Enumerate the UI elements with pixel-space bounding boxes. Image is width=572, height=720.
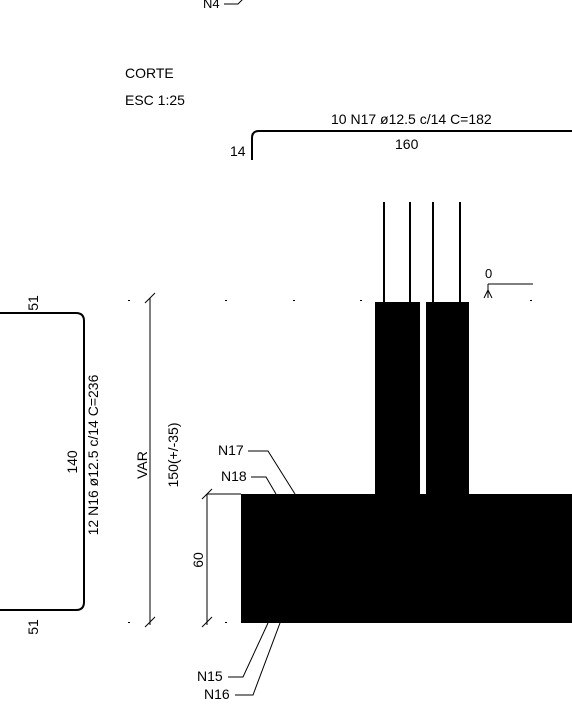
dim-60-tick-top (201, 488, 213, 500)
left-bar-shape (0, 312, 85, 611)
leader-n4 (224, 0, 243, 5)
level-dots-top (128, 300, 532, 623)
top-bar-spec: 10 N17 ø12.5 c/14 C=182 (331, 111, 492, 127)
level-marker (483, 283, 533, 299)
callout-n15: N15 (197, 668, 223, 684)
left-bar-length: 140 (64, 450, 80, 474)
left-bar-hook-top: 51 (25, 295, 41, 311)
top-bar-shape (251, 130, 572, 160)
leader-n18 (251, 476, 277, 495)
callout-n16: N16 (204, 686, 230, 702)
dim-tick-bottom (144, 616, 156, 628)
callout-n17: N17 (218, 442, 244, 458)
view-title: CORTE (125, 65, 174, 81)
dim-tick-top (144, 292, 156, 304)
dim-60-tick-bottom (201, 616, 213, 628)
leader-n15 (228, 622, 269, 678)
footing (241, 494, 572, 623)
dim-var-label: VAR (134, 451, 150, 479)
leader-n16 (235, 622, 281, 696)
pedestal-left (375, 302, 420, 495)
leader-n17 (248, 450, 296, 495)
dim-var-value: 150(+/-35) (165, 423, 181, 488)
left-bar-spec: 12 N16 ø12.5 c/14 C=236 (85, 374, 101, 535)
view-scale: ESC 1:25 (125, 92, 185, 108)
top-bar-length: 160 (395, 136, 419, 152)
callout-n18: N18 (221, 468, 247, 484)
left-bar-hook-bottom: 51 (25, 619, 41, 635)
top-bar-hook: 14 (230, 143, 246, 159)
label-n4: N4 (203, 0, 220, 11)
level-value: 0 (485, 266, 492, 281)
dim-60-value: 60 (190, 552, 206, 568)
pedestal-right (426, 302, 469, 495)
